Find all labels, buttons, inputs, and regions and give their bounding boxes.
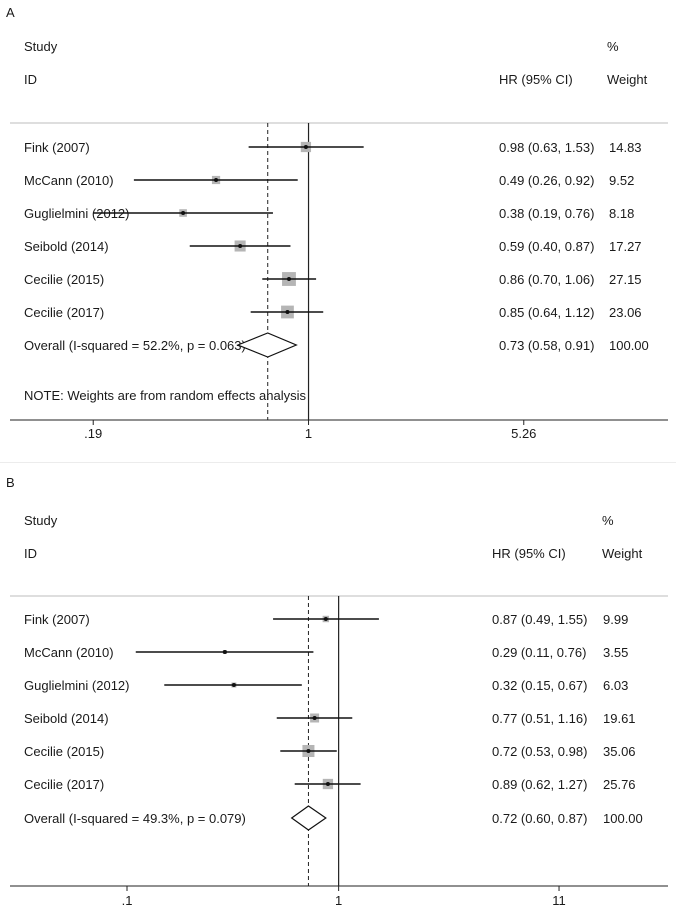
study-ci-value: 0.49 (0.26, 0.92) [499,173,594,188]
overall-weight: 100.00 [603,811,643,826]
study-ci-value: 0.59 (0.40, 0.87) [499,239,594,254]
overall-label: Overall (I-squared = 52.2%, p = 0.063) [24,338,246,353]
study-weight: 9.52 [609,173,634,188]
study-weight: 35.06 [603,744,636,759]
study-name: McCann (2010) [24,645,114,660]
overall-ci-value: 0.72 (0.60, 0.87) [492,811,587,826]
weight-header: Weight [607,72,648,87]
forest-plot-b: B Study ID HR (95% CI) % Weight Fink (20… [6,475,668,908]
study-ci-value: 0.87 (0.49, 1.55) [492,612,587,627]
id-header: ID [24,72,37,87]
overall-diamond [290,805,327,831]
study-name: McCann (2010) [24,173,114,188]
point-estimate [238,244,243,248]
point-estimate [325,782,330,786]
study-header: Study [24,39,58,54]
study-ci-value: 0.86 (0.70, 1.06) [499,272,594,287]
panel-label: B [6,475,15,490]
point-estimate [214,178,219,182]
x-tick-label: .1 [122,893,133,908]
forest-plot-panel-a: A Study ID HR (95% CI) % Weight NOTE: We… [6,5,668,441]
x-tick-label: 1 [305,426,312,441]
study-name: Fink (2007) [24,140,90,155]
overall-ci-value: 0.73 (0.58, 0.91) [499,338,594,353]
x-tick-label: 1 [335,893,342,908]
study-ci-value: 0.85 (0.64, 1.12) [499,305,594,320]
panel-label: A [6,5,15,20]
point-estimate [285,310,290,314]
study-weight: 27.15 [609,272,642,287]
point-estimate [303,145,308,149]
point-estimate [306,749,311,753]
x-tick-label: 11 [552,893,566,908]
overall-weight: 100.00 [609,338,649,353]
study-weight: 6.03 [603,678,628,693]
study-ci-value: 0.32 (0.15, 0.67) [492,678,587,693]
point-estimate [231,683,236,687]
point-estimate [312,716,317,720]
study-ci-value: 0.38 (0.19, 0.76) [499,206,594,221]
study-ci-value: 0.29 (0.11, 0.76) [492,645,586,660]
effect-header: HR (95% CI) [499,72,573,87]
forest-plot-panel-b: B Study ID HR (95% CI) % Weight Fink (20… [0,462,676,922]
x-tick-label: .19 [84,426,102,441]
weight-percent-header: % [602,513,614,528]
weight-header: Weight [602,546,643,561]
study-header: Study [24,513,58,528]
study-weight: 25.76 [603,777,636,792]
study-weight: 8.18 [609,206,634,221]
x-tick-label: 5.26 [511,426,536,441]
study-name: Cecilie (2015) [24,744,104,759]
study-name: Seibold (2014) [24,711,109,726]
study-weight: 9.99 [603,612,628,627]
study-weight: 14.83 [609,140,642,155]
study-name: Cecilie (2017) [24,777,104,792]
study-ci-value: 0.72 (0.53, 0.98) [492,744,587,759]
weight-percent-header: % [607,39,619,54]
study-weight: 17.27 [609,239,642,254]
study-weight: 23.06 [609,305,642,320]
study-ci-value: 0.77 (0.51, 1.16) [492,711,587,726]
study-name: Cecilie (2017) [24,305,104,320]
effect-header: HR (95% CI) [492,546,566,561]
point-estimate [181,211,186,215]
study-weight: 3.55 [603,645,628,660]
point-estimate [323,617,328,621]
study-name: Guglielmini (2012) [24,678,130,693]
study-weight: 19.61 [603,711,636,726]
forest-plot-a: A Study ID HR (95% CI) % Weight NOTE: We… [6,5,668,441]
overall-diamond [236,332,298,358]
study-name: Seibold (2014) [24,239,109,254]
point-estimate [222,650,227,654]
study-name: Fink (2007) [24,612,90,627]
id-header: ID [24,546,37,561]
study-ci-value: 0.98 (0.63, 1.53) [499,140,594,155]
study-ci-value: 0.89 (0.62, 1.27) [492,777,587,792]
study-name: Guglielmini (2012) [24,206,130,221]
overall-label: Overall (I-squared = 49.3%, p = 0.079) [24,811,246,826]
point-estimate [286,277,291,281]
study-name: Cecilie (2015) [24,272,104,287]
weights-note: NOTE: Weights are from random effects an… [24,388,307,403]
